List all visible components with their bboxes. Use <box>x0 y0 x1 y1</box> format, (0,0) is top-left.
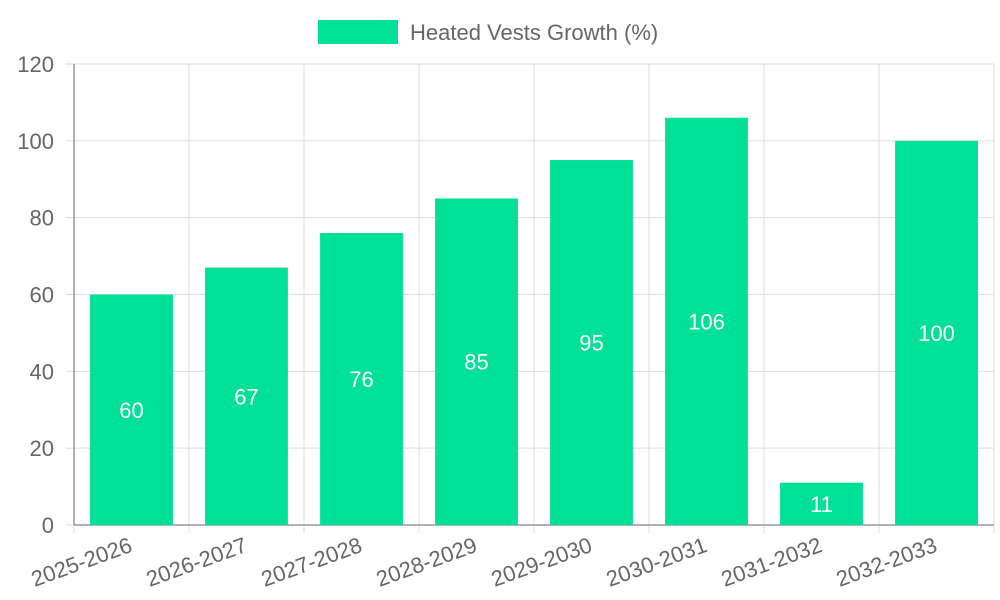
bar[interactable] <box>435 198 518 526</box>
x-tick-label: 2029-2030 <box>488 532 595 591</box>
bar-value-label: 11 <box>810 492 833 517</box>
x-tick-label: 2028-2029 <box>373 532 480 591</box>
bar[interactable] <box>205 267 288 525</box>
x-tick-label: 2026-2027 <box>143 532 250 591</box>
y-tick-label: 20 <box>30 436 54 461</box>
y-tick-label: 80 <box>30 206 54 231</box>
bar-value-label: 106 <box>688 309 725 334</box>
bar-value-label: 100 <box>918 321 955 346</box>
x-tick-label: 2032-2033 <box>833 532 940 591</box>
x-tick-label: 2025-2026 <box>28 532 135 591</box>
legend[interactable]: Heated Vests Growth (%) <box>318 20 658 45</box>
y-tick-label: 40 <box>30 359 54 384</box>
bar[interactable] <box>665 117 748 526</box>
bar-value-label: 67 <box>234 384 258 409</box>
bar-value-label: 95 <box>579 331 603 356</box>
y-axis-ticks: 0 20 40 60 80 100 120 <box>17 52 54 538</box>
bar-value-label: 76 <box>349 367 373 392</box>
bar-value-label: 60 <box>119 398 143 423</box>
bars <box>90 117 978 526</box>
legend-swatch <box>318 20 398 44</box>
x-tick-label: 2027-2028 <box>258 532 365 591</box>
data-labels: 60 67 76 85 95 106 11 100 <box>119 309 955 516</box>
legend-label: Heated Vests Growth (%) <box>410 20 658 45</box>
y-tick-label: 120 <box>17 52 54 77</box>
bar[interactable] <box>550 160 633 525</box>
x-tick-label: 2031-2032 <box>718 532 825 591</box>
bar-value-label: 85 <box>464 350 488 375</box>
bar[interactable] <box>320 233 403 526</box>
y-tick-label: 100 <box>17 129 54 154</box>
y-tick-label: 0 <box>42 513 54 538</box>
x-tick-label: 2030-2031 <box>603 532 710 591</box>
y-tick-label: 60 <box>30 283 54 308</box>
bar[interactable] <box>90 294 173 526</box>
bar[interactable] <box>780 482 863 525</box>
x-axis-ticks: 2025-2026 2026-2027 2027-2028 2028-2029 2029… <box>28 532 940 591</box>
bar[interactable] <box>895 140 978 526</box>
